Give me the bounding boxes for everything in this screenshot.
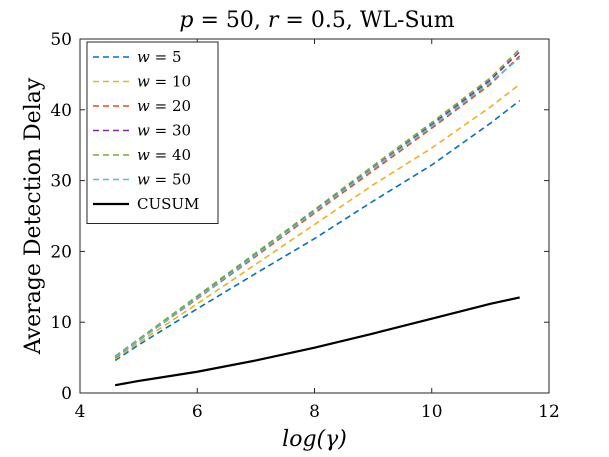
legend-label: w = 50 bbox=[137, 171, 191, 189]
legend-label: CUSUM bbox=[137, 195, 199, 213]
series-line-w-10 bbox=[114, 83, 521, 360]
y-tick-label: 10 bbox=[50, 313, 72, 333]
legend: w = 5 w = 10 w = 20 w = 30 w = 40 w = 50 CUSUM bbox=[86, 41, 219, 224]
legend-label: w = 30 bbox=[137, 122, 191, 140]
x-tick-label: 6 bbox=[192, 402, 203, 422]
legend-label: w = 5 bbox=[137, 48, 182, 66]
x-tick-label: 8 bbox=[309, 402, 320, 422]
y-tick-label: 30 bbox=[50, 172, 72, 192]
x-tick-label: 4 bbox=[75, 402, 86, 422]
y-tick-label: 0 bbox=[61, 384, 72, 404]
y-axis-label: Average Detection Delay bbox=[21, 77, 46, 355]
y-tick-label: 40 bbox=[50, 101, 72, 121]
x-tick-label: 10 bbox=[421, 402, 443, 422]
legend-label: w = 20 bbox=[137, 97, 191, 115]
y-tick-label: 50 bbox=[50, 30, 72, 50]
legend-box bbox=[86, 41, 219, 224]
x-axis-label: log(γ) bbox=[282, 427, 347, 452]
series-line-w-50 bbox=[114, 57, 521, 358]
legend-label: w = 10 bbox=[137, 73, 191, 91]
series-line-w-5 bbox=[114, 99, 521, 362]
legend-label: w = 40 bbox=[137, 146, 191, 164]
series-line-cusum bbox=[114, 296, 520, 387]
series-line-w-40 bbox=[114, 48, 521, 357]
y-tick-label: 20 bbox=[50, 242, 72, 262]
x-tick-label: 12 bbox=[538, 402, 560, 422]
chart-title: p = 50, r = 0.5, WL-Sum bbox=[179, 8, 454, 33]
